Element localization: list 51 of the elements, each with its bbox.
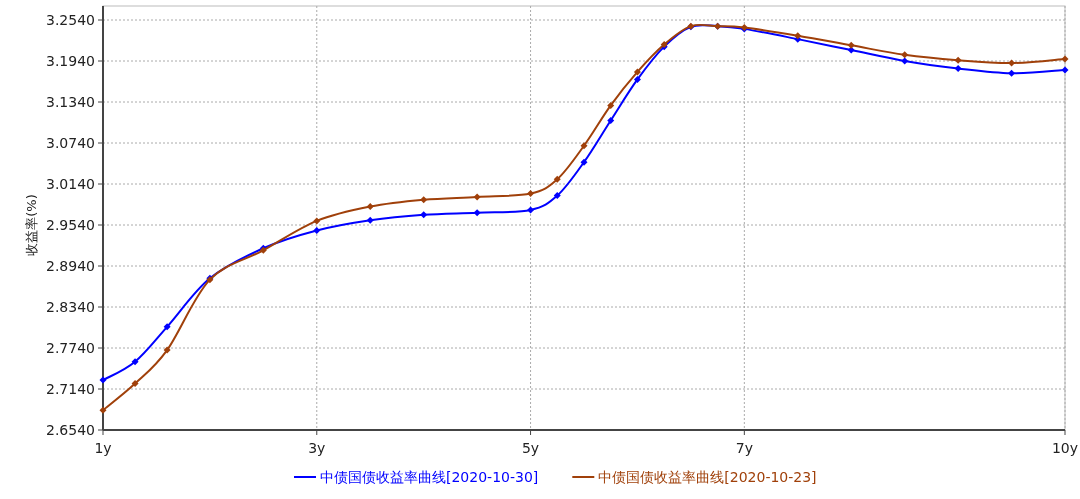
point	[366, 216, 374, 224]
point	[131, 380, 139, 388]
legend-label: 中债国债收益率曲线[2020-10-23]	[598, 469, 817, 485]
point	[1061, 55, 1069, 63]
point	[527, 206, 535, 214]
point	[473, 209, 481, 217]
legend-label: 中债国债收益率曲线[2020-10-30]	[320, 469, 539, 485]
point	[633, 75, 641, 83]
x-tick-label: 1y	[94, 440, 112, 456]
y-tick-label: 3.0140	[46, 176, 95, 192]
x-tick-label: 3y	[308, 440, 326, 456]
point	[847, 41, 855, 49]
point	[580, 142, 588, 150]
point	[633, 68, 641, 76]
x-tick-label: 10y	[1051, 440, 1079, 456]
point	[473, 193, 481, 201]
point	[901, 57, 909, 65]
x-tick-label: 7y	[735, 440, 753, 456]
y-tick-label: 2.7740	[46, 340, 95, 356]
point	[954, 65, 962, 73]
y-tick-label: 2.9540	[46, 217, 95, 233]
point	[163, 323, 171, 331]
point	[420, 211, 428, 219]
point	[131, 358, 139, 366]
point	[553, 175, 561, 183]
y-tick-label: 2.8940	[46, 258, 95, 274]
y-tick-label: 2.7140	[46, 381, 95, 397]
point	[163, 346, 171, 354]
point	[954, 56, 962, 64]
point	[580, 158, 588, 166]
y-tick-label: 3.2540	[46, 12, 95, 28]
point	[1061, 66, 1069, 74]
point	[607, 101, 615, 109]
y-tick-label: 2.8340	[46, 299, 95, 315]
y-tick-label: 3.0740	[46, 135, 95, 151]
point	[313, 226, 321, 234]
y-tick-label: 3.1940	[46, 53, 95, 69]
point	[1008, 69, 1016, 77]
point	[527, 190, 535, 198]
y-tick-label: 2.6540	[46, 422, 95, 438]
y-tick-label: 3.1340	[46, 94, 95, 110]
point	[99, 406, 107, 414]
point	[366, 203, 374, 211]
point	[553, 192, 561, 200]
point	[313, 217, 321, 225]
point	[99, 376, 107, 384]
x-tick-label: 5y	[521, 440, 540, 456]
y-axis-title: 收益率(%)	[24, 194, 39, 256]
point	[420, 196, 428, 204]
point	[607, 116, 615, 124]
point	[901, 51, 909, 59]
